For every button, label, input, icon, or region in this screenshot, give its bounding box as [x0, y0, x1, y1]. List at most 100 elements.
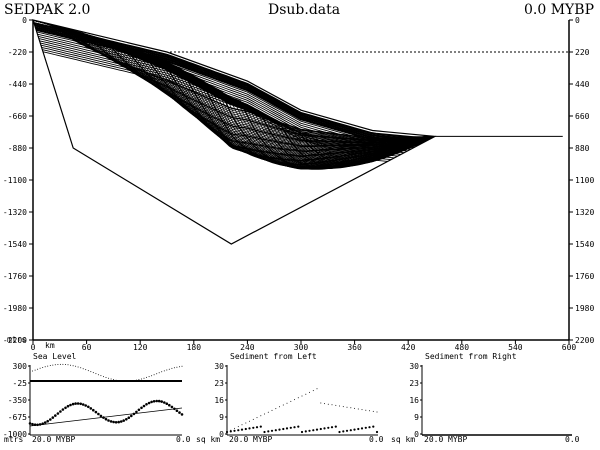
sediment-left-dot: [275, 408, 277, 410]
x-tick-label: 240: [240, 343, 255, 352]
sediment-right-x-right: 0.0: [565, 435, 580, 444]
y-tick-label-right: 1760: [575, 272, 594, 281]
sea-level-upper-dot: [158, 372, 160, 374]
sediment-right-y-label: 23: [409, 379, 419, 388]
sea-level-upper-dot: [173, 367, 175, 369]
sea-level-lower-dot: [150, 400, 153, 404]
sea-level-upper-dot: [113, 379, 115, 381]
sediment-left-dot: [278, 428, 281, 431]
y-unit-label: mtrs: [7, 335, 26, 344]
sediment-left-dot: [289, 426, 292, 429]
sea-level-lower-dot: [173, 407, 176, 411]
sea-level-lower-dot: [140, 406, 143, 410]
topset-line: [33, 25, 425, 144]
sea-level-lower-dot: [31, 422, 34, 426]
sea-level-upper-dot: [135, 379, 137, 381]
stratum-line: [33, 20, 434, 142]
sediment-left-dot: [294, 399, 295, 401]
sea-level-lower-dot: [84, 404, 87, 407]
sediment-left-dot: [256, 417, 258, 419]
x-tick-label: 480: [455, 343, 470, 352]
sediment-left-dot: [267, 411, 269, 413]
sea-level-upper-dot: [37, 368, 39, 370]
sediment-left-dot: [241, 424, 243, 426]
topset-line: [33, 27, 425, 146]
sea-level-lower-dot: [99, 414, 103, 418]
sediment-left-dot: [297, 397, 299, 399]
y-tick-label-left: -1540: [3, 240, 27, 249]
sediment-left-panel-title: Sediment from Left: [230, 352, 317, 361]
sea-level-upper-dot: [34, 369, 36, 371]
sediment-left-dot: [279, 406, 280, 408]
sediment-left-y-label: 0: [219, 430, 224, 439]
sediment-wedge: [32, 19, 438, 245]
sea-level-lower-dot: [170, 405, 174, 409]
sediment-left-dot: [233, 429, 236, 432]
sea-level-lower-dot: [102, 416, 105, 419]
x-tick-label: 600: [562, 343, 577, 352]
sea-level-lower-dot: [152, 400, 156, 403]
sea-level-upper-dot: [133, 380, 135, 382]
sediment-left-dot: [267, 430, 270, 433]
sea-level-x-right: 0.0: [176, 435, 191, 444]
sea-level-lower-dot: [119, 420, 123, 423]
sea-level-lower-dot: [157, 399, 161, 403]
sea-level-lower-dot: [71, 402, 75, 406]
sea-level-upper-dot: [70, 364, 71, 366]
x-tick-label: 360: [347, 343, 362, 352]
sediment-left-x-right: 0.0: [369, 435, 384, 444]
sediment-left-dot: [342, 430, 345, 433]
sediment-left-dot: [316, 388, 318, 390]
sea-level-lower-dot: [51, 416, 55, 419]
sediment-left-dot: [282, 427, 285, 431]
sea-level-upper-dot: [138, 379, 140, 381]
sediment-left-dot: [259, 425, 262, 428]
sea-level-lower-dot: [46, 419, 49, 423]
sea-level-upper-dot: [179, 366, 180, 368]
sea-level-upper-dot: [115, 379, 117, 381]
topset-line: [33, 44, 425, 162]
sediment-left-dot: [312, 390, 314, 392]
y-tick-label-left: -1980: [3, 304, 27, 313]
sea-level-lower-dot: [43, 421, 47, 424]
sediment-right-y-label: 9: [414, 413, 419, 422]
sediment-left-dot: [248, 427, 251, 430]
sea-level-lower-dot: [41, 422, 44, 426]
sea-level-upper-dot: [32, 370, 33, 372]
sea-level-upper-dot: [163, 370, 165, 372]
sea-level-lower-dot: [107, 419, 110, 422]
sediment-left-dot: [305, 393, 307, 395]
sea-level-upper-dot: [123, 380, 125, 382]
sea-level-lower-dot: [109, 420, 113, 423]
sediment-left-dot: [304, 430, 307, 433]
sediment-left-dot: [271, 409, 273, 411]
sea-level-lower-dot: [178, 411, 181, 414]
topset-line: [33, 46, 425, 164]
sediment-left-dot: [327, 426, 330, 429]
sediment-left-panel: Sediment from Left 30 23 16 9 0 sq km 20.0 M…: [196, 352, 384, 444]
sediment-right-x-unit: MYBP: [448, 435, 467, 444]
sea-level-upper-dot: [62, 363, 64, 365]
sediment-left-dot: [252, 426, 255, 429]
sea-level-lower-dot: [117, 420, 120, 424]
sea-level-upper-dot: [65, 364, 66, 365]
sea-level-upper-dot: [128, 380, 130, 382]
sea-level-upper-dot: [181, 365, 183, 367]
sea-level-lower-dot: [130, 414, 133, 418]
sea-level-y-label: -1000: [3, 430, 27, 439]
sea-level-lower-dot: [97, 412, 100, 416]
sea-level-upper-dot: [108, 377, 109, 379]
y-tick-label-left: -1100: [3, 176, 27, 185]
sea-level-upper-dot: [125, 380, 127, 382]
sea-level-lower-dot: [135, 410, 138, 414]
topset-line: [33, 34, 425, 151]
sediment-left-dot: [249, 420, 250, 422]
sea-level-lower-dot: [59, 410, 62, 413]
sediment-left-dot: [244, 427, 247, 431]
sediment-left-dot: [237, 426, 239, 428]
sea-level-upper-dot: [95, 373, 97, 375]
sea-level-lower-dot: [36, 423, 39, 427]
sediment-left-dot: [274, 429, 277, 432]
sea-level-y-label: -25: [13, 379, 28, 388]
